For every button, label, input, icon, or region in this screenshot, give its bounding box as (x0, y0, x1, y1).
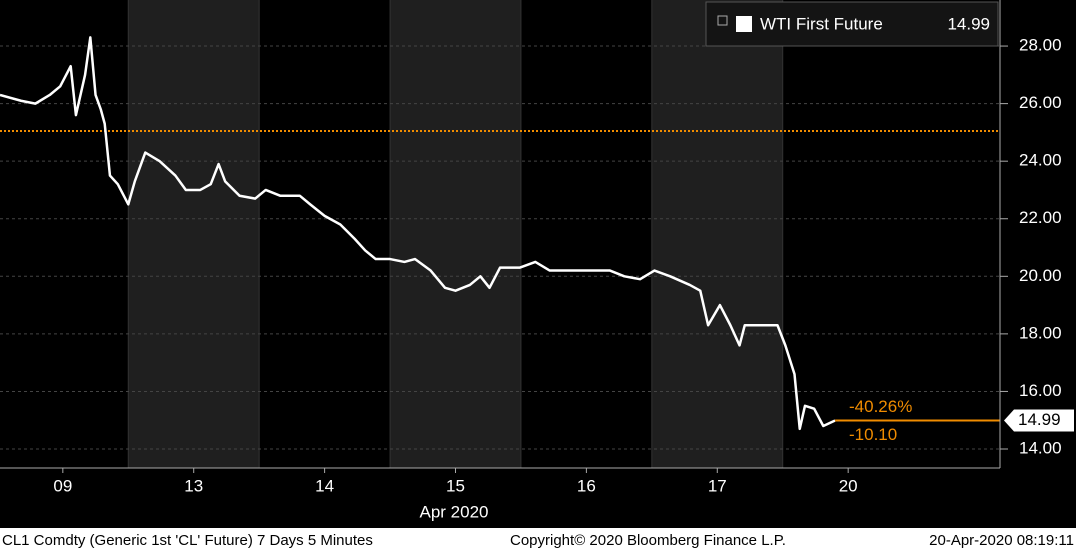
last-value-tag (1004, 409, 1074, 432)
footer-bg (0, 528, 1076, 553)
x-tick-label: 17 (708, 476, 727, 495)
y-tick-label: 28.00 (1019, 36, 1062, 55)
legend-toggle[interactable] (717, 15, 728, 26)
day-band (651, 0, 783, 468)
annotation: -40.26% (849, 397, 912, 416)
legend-value: 14.99 (947, 14, 990, 33)
y-tick-label: 14.00 (1019, 438, 1062, 457)
annotation: -10.10 (849, 425, 897, 444)
x-tick-label: 14 (315, 476, 334, 495)
x-tick-label: 16 (577, 476, 596, 495)
last-value-label: 14.99 (1018, 410, 1061, 429)
x-tick-label: 13 (184, 476, 203, 495)
legend-box (705, 1, 999, 47)
footer-source: CL1 Comdty (Generic 1st 'CL' Future) 7 D… (2, 532, 373, 549)
x-axis-label: Apr 2020 (420, 502, 489, 521)
y-tick-label: 18.00 (1019, 323, 1062, 342)
legend: WTI First Future 14.99 (705, 1, 999, 47)
x-tick-label: 09 (53, 476, 72, 495)
y-tick-label: 20.00 (1019, 266, 1062, 285)
x-tick-label: 20 (839, 476, 858, 495)
y-tick-label: 26.00 (1019, 93, 1062, 112)
footer-copyright: Copyright© 2020 Bloomberg Finance L.P. (510, 532, 786, 549)
legend-swatch (736, 16, 752, 32)
price-line (0, 36, 836, 431)
legend-label: WTI First Future (760, 14, 883, 33)
x-tick-label: 15 (446, 476, 465, 495)
day-band (390, 0, 521, 468)
day-band (128, 0, 260, 468)
y-tick-label: 22.00 (1019, 208, 1062, 227)
footer-timestamp: 20-Apr-2020 08:19:11 (929, 532, 1074, 549)
y-tick-label: 24.00 (1019, 151, 1062, 170)
y-tick-label: 16.00 (1019, 381, 1062, 400)
